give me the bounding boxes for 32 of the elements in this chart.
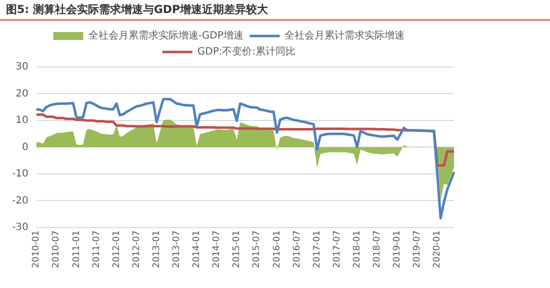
x-tick-label: 2019-01 [392, 230, 403, 268]
y-tick-label: 30 [16, 62, 28, 73]
x-tick-label: 2011-07 [92, 230, 102, 268]
x-tick-label: 2013-01 [152, 230, 162, 268]
x-tick-label: 2020-01 [432, 230, 443, 268]
y-tick-label: 10 [16, 115, 28, 126]
y-tick-label: -10 [12, 168, 28, 180]
x-tick-label: 2014-01 [192, 230, 202, 268]
x-tick-label: 2012-07 [132, 230, 142, 268]
x-tick-label: 2016-07 [292, 230, 302, 268]
chart-title: 图5: 测算社会实际需求增速与GDP增速近期差异较大 [0, 0, 550, 21]
x-tick-label: 2019-07 [412, 230, 423, 268]
x-tick-label: 2012-01 [112, 230, 122, 268]
x-tick-label: 2013-07 [172, 230, 182, 268]
y-tick-label: -30 [12, 222, 28, 233]
x-tick-label: 2010-07 [52, 230, 62, 268]
x-tick-label: 2016-01 [272, 230, 282, 268]
x-tick-label: 2017-01 [312, 230, 322, 268]
x-tick-label: 2015-07 [252, 230, 262, 268]
legend-label: 全社会月累计需求实际增速 [284, 30, 405, 42]
x-tick-label: 2014-07 [212, 230, 222, 268]
y-tick-label: 0 [22, 142, 28, 153]
x-tick-label: 2010-01 [32, 230, 42, 268]
x-tick-label: 2018-01 [352, 230, 362, 268]
x-tick-label: 2011-01 [72, 230, 82, 268]
x-tick-label: 2017-07 [332, 230, 342, 268]
legend-label: GDP:不变价:累计同比 [197, 46, 296, 58]
x-tick-label: 2018-07 [372, 230, 382, 268]
y-tick-label: -20 [12, 195, 28, 206]
x-tick-label: 2015-01 [232, 230, 242, 268]
y-tick-label: 20 [16, 88, 28, 100]
legend-label: 全社会月累需求实际增速-GDP增速 [88, 30, 244, 42]
